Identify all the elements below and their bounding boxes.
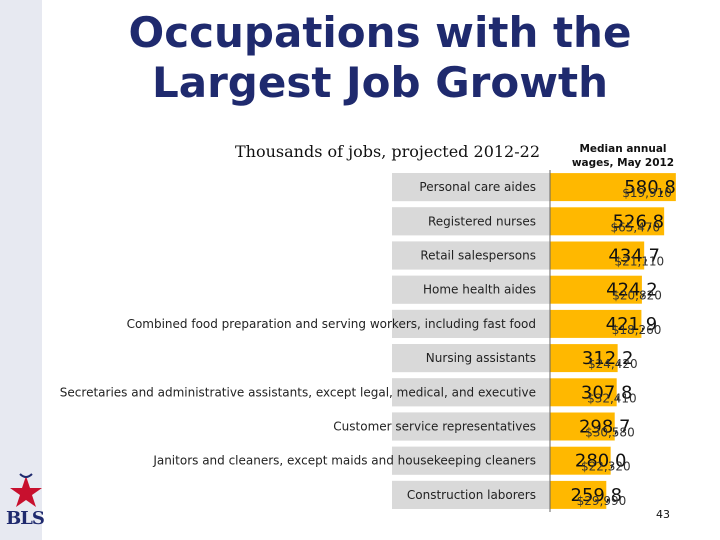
- value-label: 259,8: [571, 485, 623, 506]
- category-band: [392, 207, 550, 236]
- bls-star-icon: [10, 473, 42, 507]
- value-label: 424,2: [606, 280, 658, 301]
- category-band: [392, 344, 550, 373]
- bls-logo: [4, 470, 48, 532]
- wage-label: $19,910: [622, 186, 672, 200]
- category-label: Customer service representatives: [333, 420, 536, 434]
- wage-label: $24,420: [588, 357, 638, 371]
- page-title: Occupations with the Largest Job Growth: [60, 8, 700, 108]
- bar: [550, 173, 676, 202]
- wage-label: $65,470: [611, 220, 661, 234]
- wage-header-line-2: wages, May 2012: [571, 157, 675, 169]
- wage-label: $21,110: [615, 255, 665, 269]
- category-band: [392, 412, 550, 441]
- wage-label: $32,410: [587, 391, 637, 405]
- title-line-2: Largest Job Growth: [151, 58, 609, 107]
- category-label: Construction laborers: [407, 488, 536, 502]
- bar: [550, 446, 611, 475]
- bar: [550, 480, 607, 509]
- category-band: [392, 480, 550, 509]
- category-label: Janitors and cleaners, except maids and …: [152, 454, 536, 468]
- value-label: 280,0: [575, 451, 627, 472]
- category-label: Personal care aides: [419, 180, 536, 194]
- value-label: 298,7: [579, 417, 631, 438]
- wage-column-header: Median annual wages, May 2012: [568, 142, 678, 170]
- wage-label: $22,320: [581, 460, 631, 474]
- category-label: Combined food preparation and serving wo…: [127, 317, 536, 331]
- value-label: 580,8: [624, 177, 676, 198]
- category-band: [392, 173, 550, 202]
- value-label: 526,8: [613, 211, 665, 232]
- category-label: Retail salespersons: [420, 249, 536, 263]
- value-label: 434,7: [608, 246, 660, 267]
- category-label: Home health aides: [423, 283, 536, 297]
- category-band: [392, 446, 550, 475]
- value-label: 307,8: [581, 382, 633, 403]
- bar: [550, 309, 642, 338]
- category-label: Registered nurses: [428, 214, 536, 228]
- bar: [550, 412, 615, 441]
- value-label: 421,9: [606, 314, 658, 335]
- wage-label: $18,260: [612, 323, 662, 337]
- category-band: [392, 378, 550, 407]
- bls-logo-text: BLS: [6, 508, 45, 529]
- bar: [550, 378, 617, 407]
- category-band: [392, 241, 550, 270]
- value-label: 312,2: [582, 348, 634, 369]
- title-line-1: Occupations with the: [128, 8, 632, 57]
- bar: [550, 344, 618, 373]
- wage-label: $29,990: [577, 494, 627, 508]
- bar: [550, 207, 665, 236]
- left-sidebar-band: [0, 0, 42, 540]
- category-label: Secretaries and administrative assistant…: [60, 385, 536, 399]
- category-label: Nursing assistants: [426, 351, 536, 365]
- category-band: [392, 275, 550, 304]
- category-band: [392, 309, 550, 338]
- bar: [550, 241, 645, 270]
- chart-subtitle: Thousands of jobs, projected 2012-22: [235, 142, 540, 161]
- wage-header-line-1: Median annual: [579, 143, 667, 155]
- page-number: 43: [656, 508, 670, 521]
- bar: [550, 275, 642, 304]
- wage-label: $30,580: [585, 426, 635, 440]
- wage-label: $20,820: [612, 289, 662, 303]
